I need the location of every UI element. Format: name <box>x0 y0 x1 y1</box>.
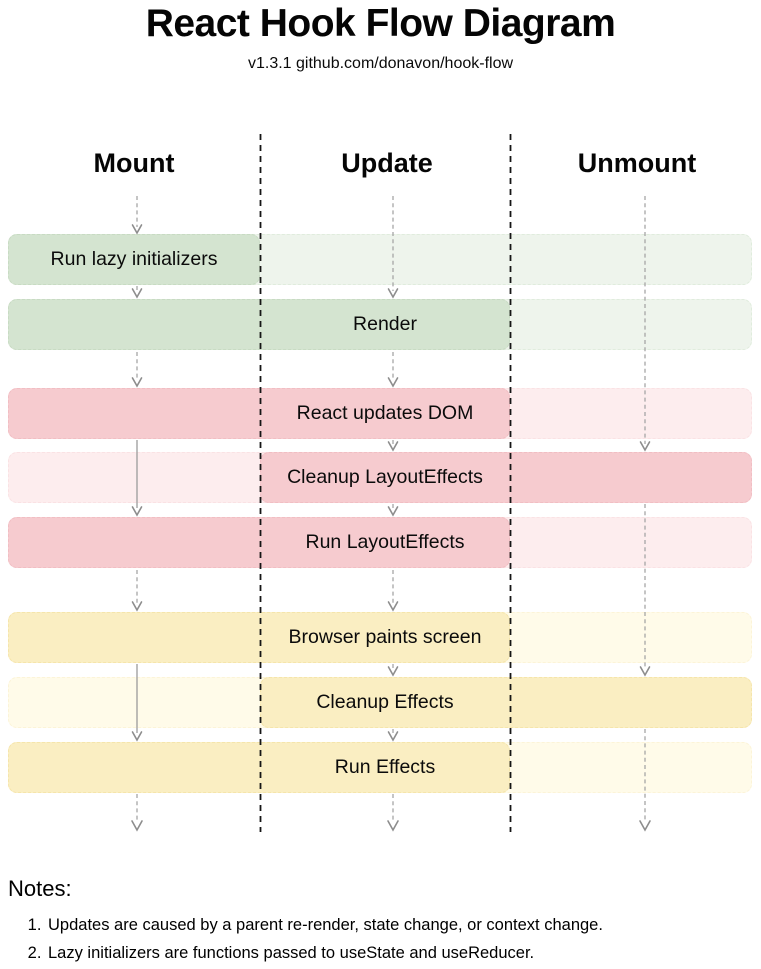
note-item: Updates are caused by a parent re-render… <box>46 911 748 939</box>
band-dark <box>8 234 260 285</box>
subtitle: v1.3.1 github.com/donavon/hook-flow <box>247 55 514 72</box>
band-dark <box>8 517 510 568</box>
notes-heading: Notes: <box>8 876 72 901</box>
flow-row-react-updates-dom: React updates DOM <box>0 388 761 439</box>
column-header-update: Update <box>341 148 433 178</box>
band-label: React updates DOM <box>296 402 474 424</box>
band-dark <box>8 742 510 793</box>
flow-row-browser-paints-screen: Browser paints screen <box>0 612 761 663</box>
band-label: Render <box>353 313 417 335</box>
page-title: React Hook Flow Diagram <box>145 2 616 45</box>
flow-row-render: Render <box>0 299 761 350</box>
band-label: Cleanup LayoutEffects <box>287 466 483 488</box>
note-item: Lazy initializers are functions passed t… <box>46 939 748 967</box>
band-dark <box>8 299 510 350</box>
notes-section: Notes: Updates are caused by a parent re… <box>8 876 748 968</box>
flow-row-run-layouteffects: Run LayoutEffects <box>0 517 761 568</box>
band-label: Browser paints screen <box>288 626 482 648</box>
band-label: Cleanup Effects <box>316 691 454 713</box>
unmount-flow-arrows <box>639 196 651 832</box>
column-header-mount: Mount <box>93 148 175 178</box>
band-dark <box>260 452 752 503</box>
band-dark <box>260 677 752 728</box>
flow-row-run-effects: Run Effects <box>0 742 761 793</box>
flow-row-cleanup-layouteffects: Cleanup LayoutEffects <box>0 452 761 503</box>
flow-row-run-lazy-initializers: Run lazy initializers <box>0 234 761 285</box>
flow-row-cleanup-effects: Cleanup Effects <box>0 677 761 728</box>
column-header-unmount: Unmount <box>577 148 697 178</box>
update-flow-arrows <box>387 196 399 832</box>
band-label: Run Effects <box>334 756 436 778</box>
band-label: Run LayoutEffects <box>305 531 465 553</box>
mount-flow-arrows <box>131 196 143 832</box>
band-dark <box>8 388 510 439</box>
notes-list: Updates are caused by a parent re-render… <box>8 911 748 968</box>
band-dark <box>8 612 510 663</box>
band-label: Run lazy initializers <box>50 248 218 270</box>
